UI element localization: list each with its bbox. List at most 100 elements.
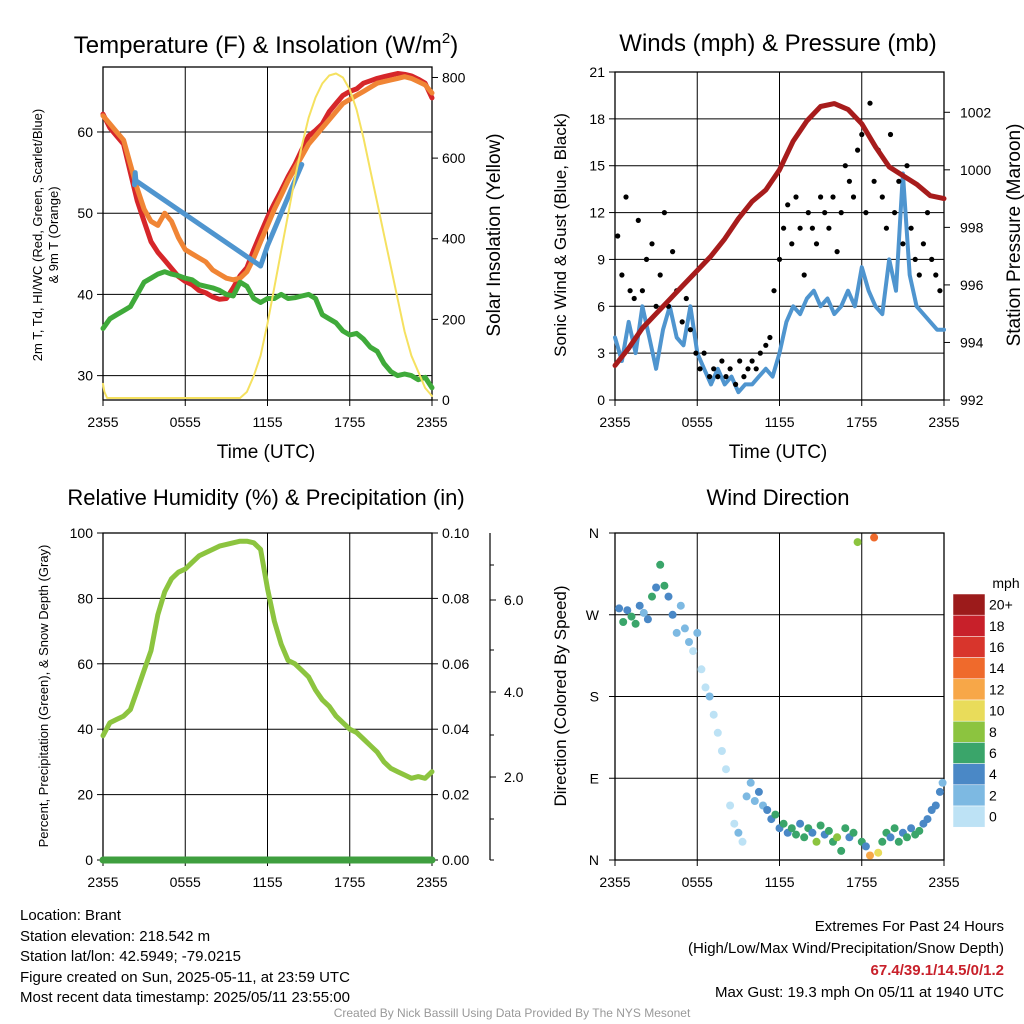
elevation-text: Station elevation: 218.542 m	[20, 927, 211, 945]
humidity-xtick-label: 1755	[334, 874, 365, 890]
gust-point	[896, 178, 902, 184]
legend-swatch	[952, 678, 986, 701]
pressure-ytick-label: 1002	[960, 104, 991, 120]
direction-point	[816, 821, 825, 830]
insolation-ytick-label: 0	[442, 392, 450, 408]
gust-point	[683, 295, 689, 302]
legend-swatch	[952, 614, 986, 637]
location-text: Location: Brant	[20, 907, 121, 924]
winds-xlabel: Time (UTC)	[729, 442, 828, 463]
direction-point	[705, 692, 714, 701]
temperature-xlabel: Time (UTC)	[217, 442, 316, 463]
gust-point	[661, 210, 668, 216]
winds-ytick-label: 9	[597, 251, 605, 267]
direction-point	[750, 797, 759, 805]
direction-point	[635, 601, 644, 610]
direction-point	[808, 828, 817, 837]
legend-swatch	[952, 784, 986, 807]
legend-label: 18	[989, 618, 1005, 634]
legend-label: 14	[989, 660, 1005, 676]
precip-ytick-label: 0.02	[442, 787, 469, 803]
gust-point	[757, 350, 763, 356]
temperature-xtick-label: 2355	[416, 414, 447, 430]
winds-ytick-label: 12	[589, 205, 605, 221]
gust-point	[697, 366, 703, 372]
direction-point	[746, 778, 755, 787]
winds-ylabel: Sonic Wind & Gust (Blue, Black)	[551, 113, 570, 357]
legend-swatch	[952, 699, 986, 722]
gust-point	[850, 194, 857, 200]
direction-point	[861, 842, 870, 851]
direction-point	[771, 810, 780, 819]
gust-point	[631, 295, 637, 302]
precip-ytick-label: 0.08	[442, 590, 469, 606]
pressure-ytick-label: 1000	[960, 162, 991, 178]
winds-xtick-label: 2355	[599, 414, 630, 430]
gust-point	[871, 178, 877, 184]
direction-point	[841, 824, 850, 833]
wind-direction-xtick-label: 2355	[928, 874, 959, 890]
humidity-ylabel: Percent, Precipitation (Green), & Snow D…	[36, 545, 51, 848]
extremes-subtitle: (High/Low/Max Wind/Precipitation/Snow De…	[688, 940, 1004, 957]
temperature-xtick-label: 2355	[87, 414, 118, 430]
gust-point	[892, 210, 898, 216]
direction-point	[648, 592, 656, 601]
precip-ytick-label: 0.06	[442, 656, 469, 672]
direction-point	[915, 826, 924, 835]
direction-point	[800, 833, 809, 842]
credit-text: Created By Nick Bassill Using Data Provi…	[333, 1006, 691, 1020]
direction-point	[615, 604, 624, 613]
humidity-xtick-label: 1155	[252, 874, 282, 890]
winds-title: Winds (mph) & Pressure (mb)	[619, 30, 936, 57]
gust-point	[727, 366, 733, 372]
legend-swatch	[952, 742, 986, 764]
pressure-ytick-label: 996	[960, 277, 984, 293]
gust-point	[723, 374, 729, 380]
gust-point	[619, 272, 625, 278]
humidity-panel: Relative Humidity (%) & Precipitation (i…	[36, 485, 524, 890]
gust-point	[867, 100, 873, 106]
gust-point	[643, 256, 650, 262]
extremes-values: 67.4/39.1/14.5/0/1.2	[870, 962, 1004, 979]
gust-point	[767, 334, 773, 341]
legend-label: 12	[989, 681, 1005, 697]
temperature-ylabel-line2: & 9m T (Orange)	[46, 186, 61, 283]
gust-point	[693, 350, 699, 356]
direction-point	[672, 628, 681, 637]
direction-point	[866, 851, 874, 860]
gust-point	[763, 342, 769, 348]
direction-point	[726, 801, 735, 810]
precip-ytick-label: 0.10	[442, 525, 469, 541]
gust-point	[805, 210, 811, 216]
station-info: Location: Brant Station elevation: 218.5…	[20, 906, 350, 1009]
direction-point	[824, 826, 833, 835]
legend-swatch	[952, 720, 986, 743]
precip-ytick-label: 0.00	[442, 852, 469, 868]
gust-point	[846, 178, 853, 184]
gust-point	[937, 288, 943, 294]
direction-point	[907, 824, 916, 833]
series-solar-insolation	[102, 72, 433, 399]
extremes-title: Extremes For Past 24 Hours	[814, 918, 1004, 935]
series-2m-t	[100, 71, 435, 302]
temperature-xtick-label: 1155	[252, 414, 282, 430]
gust-point	[745, 366, 751, 372]
recent-text: Most recent data timestamp: 2025/05/11 2…	[20, 989, 350, 1006]
humidity-ytick-label: 40	[77, 721, 93, 737]
gust-point	[933, 272, 939, 278]
direction-point	[931, 801, 940, 810]
gust-point	[822, 210, 828, 216]
gust-point	[904, 163, 910, 169]
gust-point	[809, 225, 816, 231]
insolation-ytick-label: 800	[442, 69, 466, 85]
extremes-info: Extremes For Past 24 Hours (High/Low/Max…	[688, 916, 1004, 1004]
gust-point	[789, 241, 795, 247]
humidity-ytick-label: 20	[77, 787, 93, 803]
humidity-title: Relative Humidity (%) & Precipitation (i…	[67, 485, 464, 510]
wind-direction-ylabel: Direction (Colored By Speed)	[551, 585, 570, 806]
direction-point	[685, 638, 693, 646]
humidity-ytick-label: 100	[70, 525, 94, 541]
gust-point	[863, 210, 869, 216]
winds-xtick-label: 0555	[682, 414, 713, 430]
direction-point	[722, 765, 730, 774]
